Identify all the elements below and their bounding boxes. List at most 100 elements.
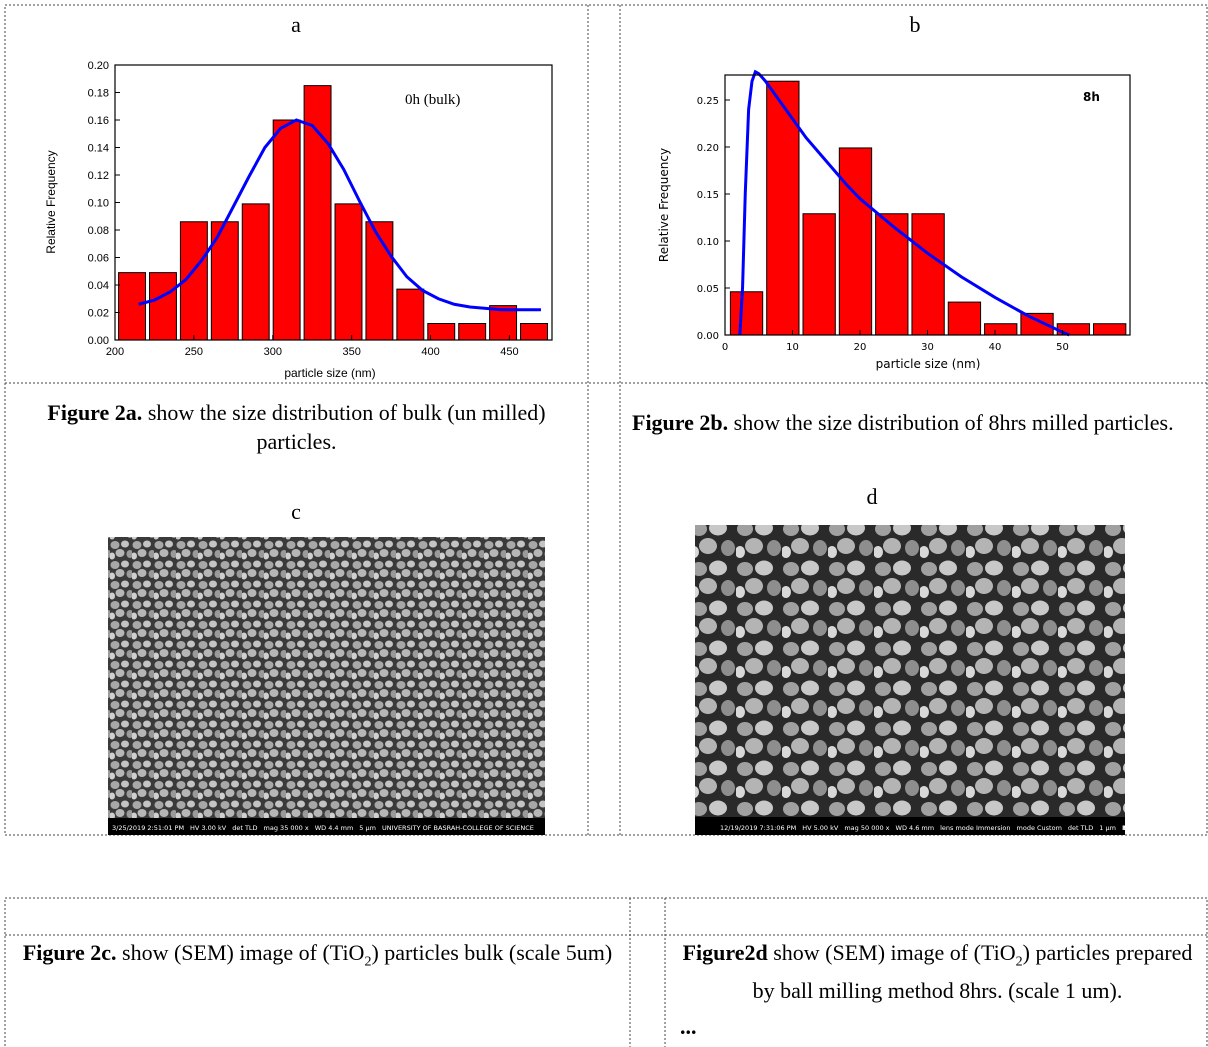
x-tick-label: 20 xyxy=(854,342,867,353)
caption: Figure 2c. show (SEM) image of (TiO2) pa… xyxy=(15,938,620,976)
bar xyxy=(838,147,873,336)
y-tick-label: 0.10 xyxy=(88,198,109,210)
bar xyxy=(179,221,208,341)
bar xyxy=(947,301,982,336)
sem-info-text: mag 50 000 x xyxy=(844,824,889,832)
caption-text: show (SEM) image of (TiO xyxy=(122,940,365,965)
x-tick-label: 30 xyxy=(921,342,934,353)
y-tick-label: 0.00 xyxy=(88,335,109,347)
bar xyxy=(396,288,425,341)
caption-label: Figure2d xyxy=(682,940,768,965)
fit-curve xyxy=(738,69,1070,337)
annotation: 0h (bulk) xyxy=(405,92,460,108)
y-tick-label: 0.00 xyxy=(697,331,719,342)
x-tick-label: 10 xyxy=(786,342,799,353)
sem-image xyxy=(108,537,545,818)
y-tick-label: 0.06 xyxy=(88,253,109,265)
sem-image xyxy=(695,525,1125,817)
x-tick-label: 450 xyxy=(500,346,518,358)
y-axis-label: Relative Frequency xyxy=(657,148,671,262)
panel-label: d xyxy=(867,484,878,509)
caption: Figure 2b. show the size distribution of… xyxy=(632,408,1202,437)
panel-label: a xyxy=(291,12,301,37)
panel-label: b xyxy=(910,12,921,37)
sem-info-text: mode Custom xyxy=(1017,824,1062,832)
caption-subscript: 2 xyxy=(1015,954,1023,970)
caption-label: Figure 2a. xyxy=(47,400,143,425)
sem-info-text: WD 4.4 mm xyxy=(315,824,354,832)
bar xyxy=(148,272,177,341)
sem-info-text: det TLD xyxy=(232,824,257,832)
y-tick-label: 0.12 xyxy=(88,170,109,182)
caption-subscript: 2 xyxy=(364,954,372,970)
table-frame xyxy=(4,4,1208,836)
caption: Figure2d show (SEM) image of (TiO2) part… xyxy=(680,938,1195,1005)
bar xyxy=(984,323,1018,336)
y-tick-label: 0.04 xyxy=(88,280,109,292)
bar xyxy=(875,213,909,336)
y-tick-label: 0.14 xyxy=(88,143,109,155)
sem-info-text: 12/19/2019 7:31:06 PM xyxy=(720,824,796,832)
caption-label: Figure 2c. xyxy=(22,940,117,965)
sem-info-text: 5 μm xyxy=(359,824,376,832)
bar xyxy=(118,272,146,341)
x-tick-label: 200 xyxy=(106,346,124,358)
x-axis-label: particle size (nm) xyxy=(876,357,981,371)
sem-info-text: 1 μm xyxy=(1099,824,1116,832)
bar xyxy=(729,291,764,336)
x-tick-label: 0 xyxy=(722,342,728,353)
panel-label: c xyxy=(291,499,301,524)
x-axis-label: particle size (nm) xyxy=(284,366,375,380)
sem-info-text: mag 35 000 x xyxy=(264,824,309,832)
bar xyxy=(520,323,548,341)
sem-info-text: HV 5.00 kV xyxy=(802,824,839,832)
sem-info-text: WD 4.6 mm xyxy=(896,824,935,832)
bar xyxy=(241,203,270,341)
bar xyxy=(1093,323,1127,336)
sem-info-text: HV 3.00 kV xyxy=(190,824,227,832)
bar xyxy=(802,213,836,336)
caption-text: show the size distribution of 8hrs mille… xyxy=(733,410,1174,435)
x-tick-label: 250 xyxy=(185,346,203,358)
y-tick-label: 0.18 xyxy=(88,88,109,100)
caption-text: ) particles bulk (scale 5um) xyxy=(371,940,613,965)
x-tick-label: 300 xyxy=(264,346,282,358)
fit-curve xyxy=(138,118,541,312)
y-tick-label: 0.20 xyxy=(697,143,719,154)
y-tick-label: 0.08 xyxy=(88,225,109,237)
ellipsis: ... xyxy=(680,1014,697,1039)
x-tick-label: 40 xyxy=(989,342,1002,353)
caption: Figure 2a. show the size distribution of… xyxy=(5,398,588,456)
sem-info-text: FEI NOVA NanoSEM450 xyxy=(1122,824,1131,832)
bar xyxy=(334,203,363,341)
x-tick-label: 350 xyxy=(342,346,360,358)
y-tick-label: 0.20 xyxy=(88,60,109,72)
y-tick-label: 0.25 xyxy=(697,96,719,107)
bar xyxy=(458,323,487,341)
y-tick-label: 0.05 xyxy=(697,284,719,295)
caption-label: Figure 2b. xyxy=(632,410,729,435)
caption-text: ) particles prepared by ball milling met… xyxy=(752,940,1193,1004)
bar xyxy=(427,323,456,341)
bar xyxy=(272,119,301,341)
table-frame xyxy=(4,897,1208,1047)
y-tick-label: 0.10 xyxy=(697,237,719,248)
bar xyxy=(766,80,800,336)
sem-info-text: UNIVERSITY OF BASRAH-COLLEGE OF SCIENCE xyxy=(382,824,534,832)
y-axis-label: Relative Frequency xyxy=(44,150,58,253)
sem-info-text: 3/25/2019 2:51:01 PM xyxy=(112,824,184,832)
annotation: 8h xyxy=(1083,90,1100,104)
x-tick-label: 400 xyxy=(421,346,439,358)
sem-info-text: det TLD xyxy=(1068,824,1093,832)
caption-text: show the size distribution of bulk (un m… xyxy=(147,400,546,454)
y-tick-label: 0.15 xyxy=(697,190,719,201)
x-tick-label: 50 xyxy=(1056,342,1069,353)
bar xyxy=(911,213,945,336)
sem-info-bar xyxy=(695,817,1125,835)
y-tick-label: 0.02 xyxy=(88,308,109,320)
y-tick-label: 0.16 xyxy=(88,115,109,127)
caption-text: show (SEM) image of (TiO xyxy=(773,940,1016,965)
sem-info-bar xyxy=(108,818,545,835)
